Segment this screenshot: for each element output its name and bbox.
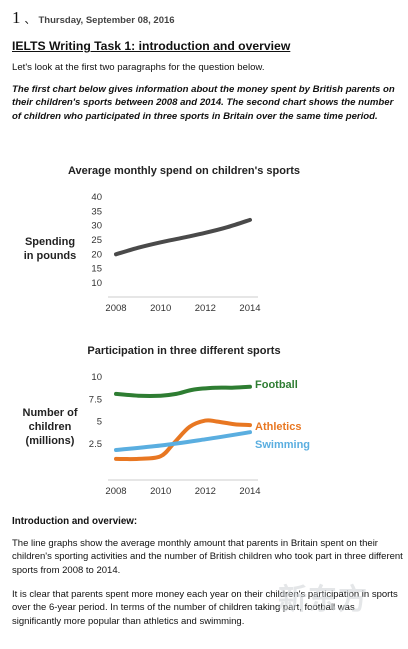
plot-area — [108, 384, 258, 481]
y-tick-label: 25 — [91, 235, 102, 246]
document-header: 1、 Thursday, September 08, 2016 — [12, 8, 175, 28]
y-tick-label: 15 — [91, 264, 102, 275]
chart-title: Participation in three different sports — [87, 345, 280, 357]
y-axis-label-line: in pounds — [24, 250, 77, 262]
page-title: IELTS Writing Task 1: introduction and o… — [12, 39, 291, 53]
y-tick-label: 30 — [91, 221, 102, 232]
plot-area — [108, 217, 258, 298]
legend-label-football: Football — [255, 379, 298, 391]
series-line — [114, 217, 252, 257]
legend-label-swimming: Swimming — [255, 439, 310, 451]
series-line-swimming — [114, 430, 252, 452]
y-axis-label-line: (millions) — [26, 435, 75, 447]
y-tick-label: 10 — [91, 372, 102, 383]
watermark-logo: 新东方 — [278, 582, 369, 616]
section-heading: Introduction and overview: — [12, 516, 138, 527]
x-tick-label: 2014 — [239, 303, 260, 314]
x-tick-label: 2010 — [150, 486, 171, 497]
y-axis-label-line: children — [29, 421, 72, 433]
y-tick-label: 40 — [91, 192, 102, 203]
legend: Football Athletics Swimming — [255, 379, 310, 451]
x-tick-label: 2012 — [195, 303, 216, 314]
entry-date: Thursday, September 08, 2016 — [38, 15, 175, 26]
question-prompt: The first chart below gives information … — [12, 84, 395, 122]
x-axis-ticks: 2008 2010 2012 2014 — [105, 486, 260, 497]
entry-number: 1 — [12, 8, 21, 27]
spending-line-chart: Average monthly spend on children's spor… — [24, 165, 300, 314]
paragraph-introduction: The line graphs show the average monthly… — [12, 538, 403, 576]
participation-line-chart: Participation in three different sports … — [23, 345, 311, 497]
y-tick-label: 10 — [91, 278, 102, 289]
y-axis-ticks: 40 35 30 25 20 15 10 — [91, 192, 102, 289]
y-tick-label: 20 — [91, 249, 102, 260]
y-tick-label: 35 — [91, 206, 102, 217]
chart-title: Average monthly spend on children's spor… — [68, 165, 300, 177]
entry-separator: 、 — [24, 14, 36, 26]
y-axis-label-line: Number of — [23, 407, 78, 419]
y-axis-label-line: Spending — [25, 236, 75, 248]
x-tick-label: 2008 — [105, 303, 126, 314]
paragraph-overview: It is clear that parents spent more mone… — [12, 589, 398, 627]
y-tick-label: 7.5 — [89, 394, 102, 405]
intro-text: Let's look at the first two paragraphs f… — [12, 62, 265, 73]
series-line-athletics — [114, 418, 252, 462]
x-axis-ticks: 2008 2010 2012 2014 — [105, 303, 260, 314]
legend-label-athletics: Athletics — [255, 421, 301, 433]
x-tick-label: 2012 — [195, 486, 216, 497]
x-tick-label: 2010 — [150, 303, 171, 314]
y-axis-ticks: 10 7.5 5 2.5 — [89, 372, 102, 450]
series-line-football — [114, 384, 252, 398]
x-tick-label: 2008 — [105, 486, 126, 497]
y-tick-label: 2.5 — [89, 439, 102, 450]
x-tick-label: 2014 — [239, 486, 260, 497]
y-tick-label: 5 — [97, 417, 102, 428]
